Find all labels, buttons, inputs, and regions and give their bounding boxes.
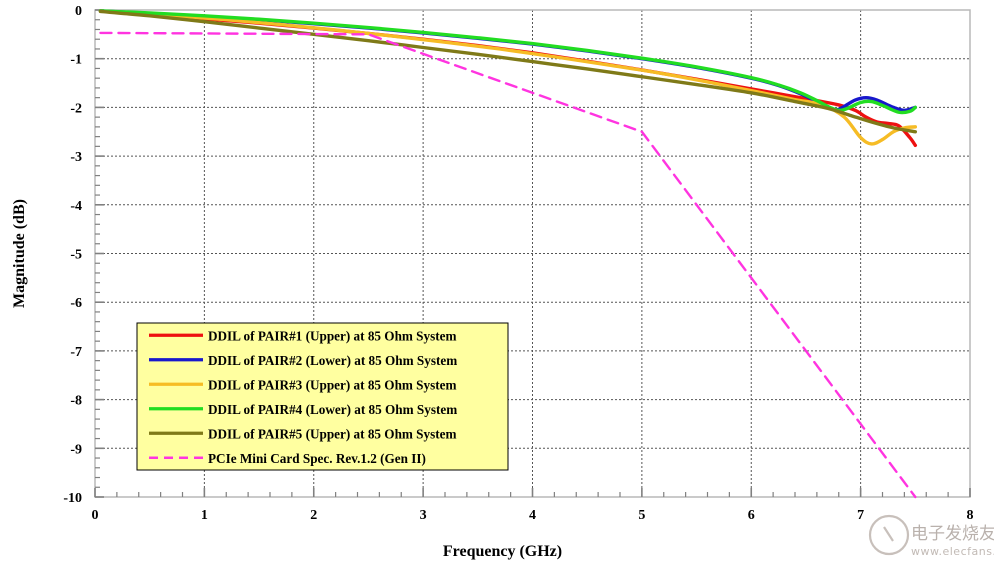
y-tick-label: -4 [70, 199, 82, 214]
x-axis-title: Frequency (GHz) [443, 543, 562, 560]
y-tick-label: -9 [70, 442, 82, 457]
x-tick-label: 5 [638, 508, 645, 523]
legend: DDIL of PAIR#1 (Upper) at 85 Ohm System D… [136, 322, 509, 471]
watermark-url-text: www.elecfans.com [911, 545, 994, 558]
series-line-4 [98, 9, 918, 115]
y-tick-label: -10 [63, 491, 82, 506]
series-line-6 [99, 31, 917, 499]
legend-label-6: PCIe Mini Card Spec. Rev.1.2 (Gen II) [208, 451, 426, 466]
x-tick-label: 4 [529, 508, 536, 523]
x-tick-label: 6 [748, 508, 755, 523]
watermark-cn-text: 电子发烧友 [911, 524, 994, 544]
watermark-logo-stroke [883, 526, 894, 542]
x-tick-label: 0 [92, 508, 99, 523]
legend-label-2: DDIL of PAIR#2 (Lower) at 85 Ohm System [208, 353, 457, 368]
series-line-5 [98, 9, 918, 134]
legend-label-4: DDIL of PAIR#4 (Lower) at 85 Ohm System [208, 402, 457, 417]
series-group [98, 9, 918, 499]
legend-label-5: DDIL of PAIR#5 (Upper) at 85 Ohm System [208, 426, 456, 441]
x-tick-label: 3 [420, 508, 427, 523]
axis-ticks [94, 9, 971, 498]
legend-label-3: DDIL of PAIR#3 (Upper) at 85 Ohm System [208, 377, 456, 392]
legend-box [136, 322, 509, 471]
x-tick-label: 8 [967, 508, 974, 523]
y-tick-label: -8 [70, 394, 82, 409]
y-tick-label: -2 [70, 101, 82, 116]
y-tick-label: -6 [70, 296, 82, 311]
y-axis-title: Magnitude (dB) [11, 199, 28, 308]
x-tick-label: 2 [310, 508, 317, 523]
y-tick-label: -5 [70, 248, 82, 263]
y-tick-label: -1 [70, 53, 82, 68]
tick-labels: 0 1 2 3 4 5 6 7 8 0 -1 -2 -3 -4 -5 -6 -7 -8 -9 -10 [63, 4, 973, 523]
legend-label-1: DDIL of PAIR#1 (Upper) at 85 Ohm System [208, 328, 456, 343]
y-tick-label: 0 [75, 4, 82, 19]
y-tick-label: -7 [70, 345, 82, 360]
watermark-logo-icon [868, 514, 910, 556]
x-tick-label: 1 [201, 508, 208, 523]
y-tick-label: -3 [70, 150, 82, 165]
x-tick-label: 7 [857, 508, 864, 523]
series-line-3 [98, 9, 918, 146]
